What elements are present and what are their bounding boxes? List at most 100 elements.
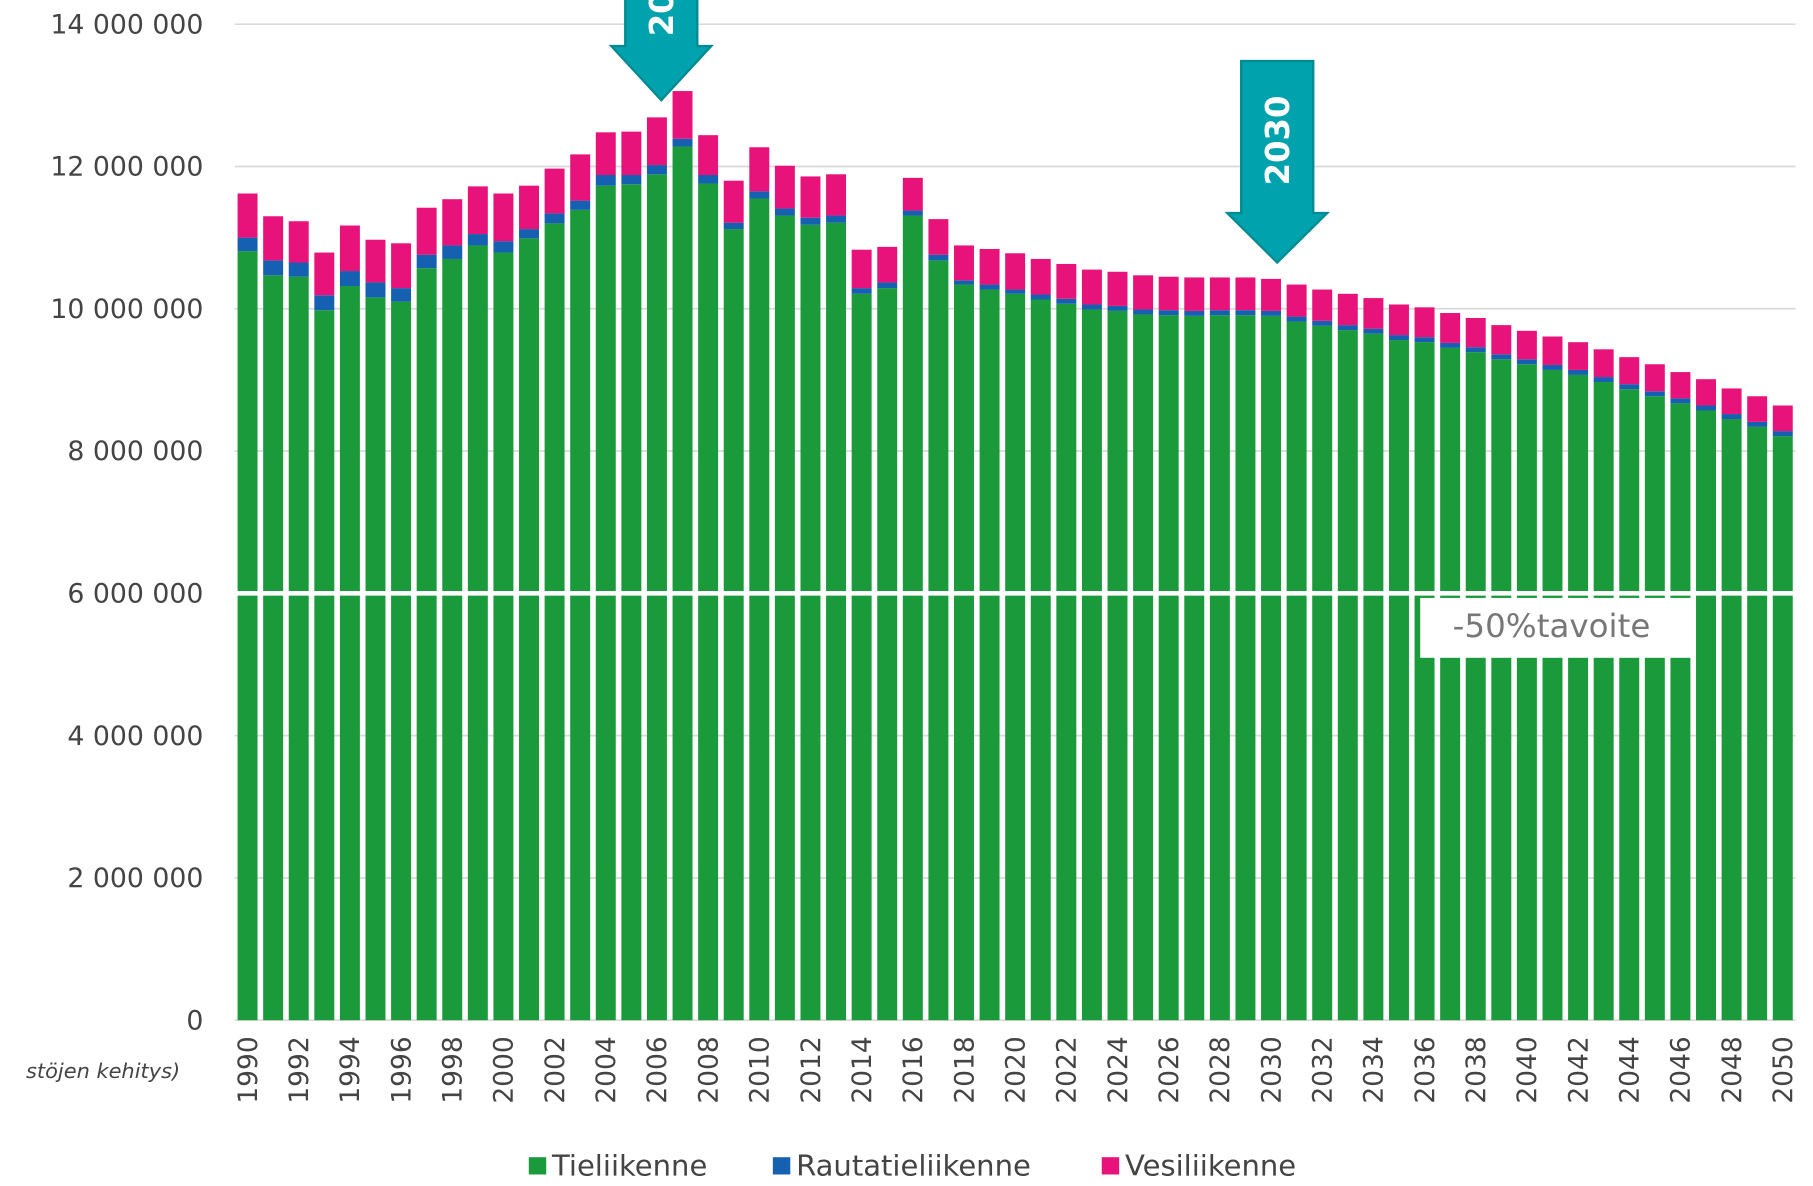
bar-segment (1184, 277, 1205, 311)
bar-segment (646, 117, 667, 166)
bar-segment (1491, 354, 1512, 360)
arrow (1224, 59, 1331, 265)
bar-segment (1440, 342, 1461, 348)
x-tick-label: 2012 (796, 1036, 827, 1103)
bar-segment (339, 271, 360, 286)
bar-segment (1772, 431, 1793, 437)
x-tick-label: 2042 (1563, 1036, 1594, 1103)
bar-segment (1005, 253, 1026, 290)
bar-segment (314, 310, 335, 1021)
bar-segment (672, 91, 693, 139)
bar-segment (826, 215, 847, 223)
bar-segment (1184, 315, 1205, 1021)
bar-segment (774, 165, 795, 209)
bar-segment (1133, 309, 1154, 315)
bar-segment (391, 301, 412, 1021)
legend-label: Rautatieliikenne (796, 1149, 1031, 1183)
bar-segment (1261, 278, 1282, 311)
bar-segment (1568, 369, 1589, 375)
bar-segment (1619, 389, 1640, 1021)
bar-segment (749, 191, 770, 199)
bar-segment (442, 245, 463, 259)
x-tick-label: 2028 (1205, 1036, 1236, 1103)
bar-segment (1363, 328, 1384, 334)
bar-segment (928, 260, 949, 1021)
bar-segment (723, 222, 744, 230)
x-tick-label: 2050 (1768, 1036, 1799, 1103)
bar-segment (1516, 359, 1537, 365)
bar-segment (672, 138, 693, 147)
bar-segment (723, 229, 744, 1021)
x-tick-label: 1990 (233, 1036, 264, 1103)
bar-segment (1516, 330, 1537, 360)
bar-segment (1286, 321, 1307, 1021)
bar-segment (519, 238, 539, 1021)
x-tick-label: 1998 (437, 1036, 468, 1103)
bar-segment (979, 248, 1000, 285)
bar-segment (1593, 377, 1614, 383)
bar-segment (877, 282, 898, 289)
bar-segment (1619, 384, 1640, 390)
x-tick-label: 2024 (1103, 1036, 1134, 1103)
bar-segment (391, 288, 412, 302)
legend-marker (1101, 1157, 1120, 1175)
bar-segment (442, 258, 463, 1021)
bar-segment (1465, 318, 1486, 348)
target-label-box (1420, 597, 1694, 658)
bar-segment (1030, 258, 1051, 295)
bar-segment (1388, 340, 1409, 1021)
bar-segment (851, 249, 872, 289)
bar-segment (1337, 293, 1358, 326)
bar-segment (416, 207, 437, 255)
bar-segment (1388, 335, 1409, 341)
bar-segment (646, 174, 667, 1021)
bar-segment (1209, 310, 1230, 316)
bar-segment (365, 297, 386, 1021)
bar-segment (1772, 436, 1793, 1021)
bar-segment (1747, 396, 1768, 422)
bar-segment (774, 208, 795, 216)
bar-segment (826, 222, 847, 1021)
x-tick-label: 2030 (1256, 1036, 1287, 1103)
bar-segment (1133, 314, 1154, 1021)
y-tick-label: 2 000 000 (67, 863, 203, 894)
bar-segment (314, 295, 335, 311)
bar-segment (1593, 382, 1614, 1021)
x-tick-label: 2020 (1000, 1036, 1031, 1103)
bar-segment (570, 209, 591, 1021)
bar-segment (954, 284, 974, 1021)
bar-segment (1516, 364, 1537, 1021)
bar-segment (1747, 421, 1768, 427)
bar-segment (237, 193, 258, 238)
bar-segment (467, 245, 488, 1021)
bar-segment (493, 252, 514, 1021)
x-tick-label: 2040 (1512, 1036, 1543, 1103)
bar-segment (851, 288, 872, 294)
x-tick-label: 2000 (489, 1036, 520, 1103)
x-tick-label: 2032 (1307, 1036, 1338, 1103)
bar-segment (519, 229, 539, 239)
bar-segment (544, 168, 565, 214)
bar-segment (1696, 405, 1716, 411)
bar-segment (1363, 333, 1384, 1021)
bar-segment (749, 198, 770, 1021)
bar-segment (979, 289, 1000, 1021)
bar-segment (774, 215, 795, 1021)
x-tick-label: 2018 (949, 1036, 980, 1103)
bar-segment (1696, 410, 1716, 1021)
x-tick-label: 2038 (1461, 1036, 1492, 1103)
bar-segment (621, 184, 642, 1021)
bar-segment (1261, 315, 1282, 1021)
y-tick-label: 8 000 000 (67, 436, 203, 467)
bar-segment (288, 276, 309, 1021)
bar-segment (1465, 352, 1486, 1021)
bar-segment (1235, 277, 1256, 311)
bar-segment (1721, 419, 1742, 1021)
x-tick-label: 2044 (1614, 1036, 1645, 1103)
bar-segment (672, 146, 693, 1021)
y-tick-label: 14 000 000 (50, 10, 203, 41)
bar-segment (800, 176, 821, 218)
x-tick-label: 2036 (1410, 1036, 1441, 1103)
legend-label: Tieliikenne (551, 1149, 707, 1183)
